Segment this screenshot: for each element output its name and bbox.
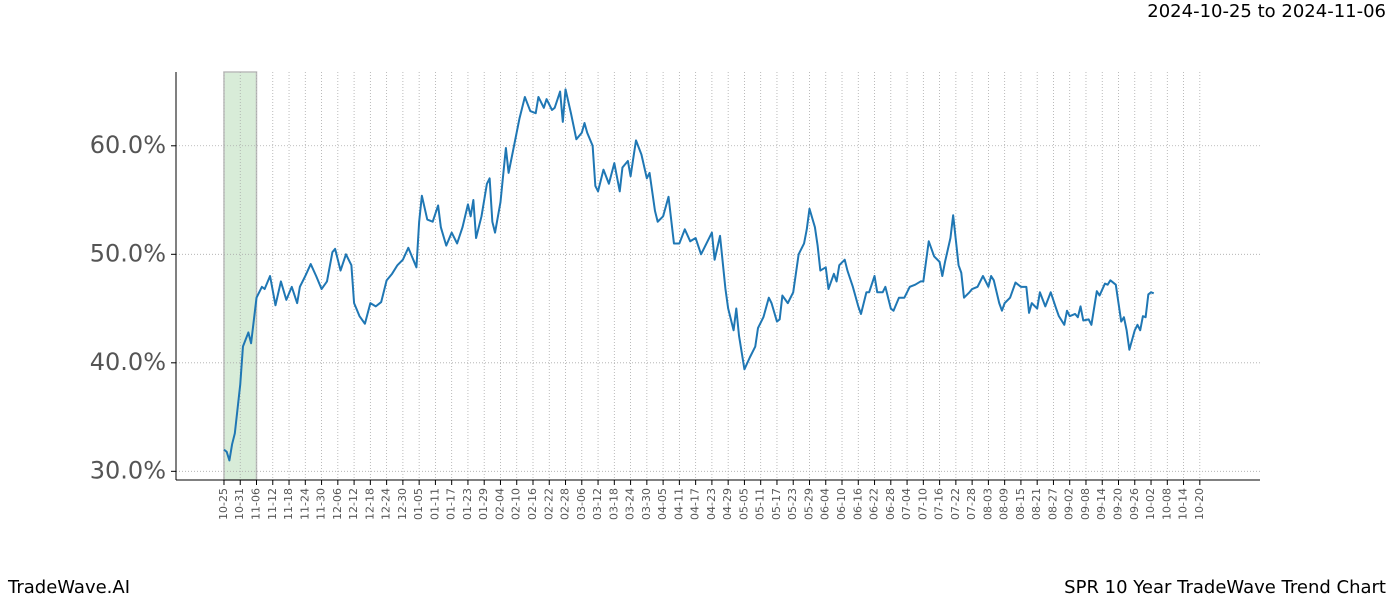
- x-tick-label: 11-24: [298, 488, 311, 520]
- x-tick-label: 10-08: [1160, 488, 1173, 520]
- x-tick-label: 09-20: [1112, 488, 1125, 520]
- x-tick-label: 05-05: [737, 488, 750, 520]
- x-tick-label: 03-24: [624, 488, 637, 520]
- x-tick-label: 06-10: [835, 488, 848, 520]
- x-tick-label: 03-06: [575, 488, 588, 520]
- x-tick-label: 02-22: [542, 488, 555, 520]
- y-tick-label: 40.0%: [90, 348, 166, 376]
- x-tick-label: 08-03: [981, 488, 994, 520]
- x-tick-label: 01-11: [428, 488, 441, 520]
- x-tick-label: 08-21: [1030, 488, 1043, 520]
- x-tick-label: 10-02: [1144, 488, 1157, 520]
- x-tick-label: 01-05: [412, 488, 425, 520]
- x-tick-label: 11-06: [250, 488, 263, 520]
- x-tick-label: 04-11: [672, 488, 685, 520]
- y-tick-label: 50.0%: [90, 239, 166, 267]
- x-tick-label: 03-30: [640, 488, 653, 520]
- trend-line: [223, 88, 1155, 462]
- x-tick-label: 11-30: [315, 488, 328, 520]
- x-tick-label: 11-12: [266, 488, 279, 520]
- x-tick-label: 05-23: [786, 488, 799, 520]
- x-tick-label: 06-28: [884, 488, 897, 520]
- x-tick-label: 08-27: [1046, 488, 1059, 520]
- x-tick-label: 04-23: [705, 488, 718, 520]
- x-tick-label: 10-25: [217, 488, 230, 520]
- x-tick-label: 12-30: [396, 488, 409, 520]
- x-tick-label: 09-14: [1095, 488, 1108, 520]
- x-tick-label: 02-10: [510, 488, 523, 520]
- x-tick-label: 04-05: [656, 488, 669, 520]
- x-tick-label: 10-31: [233, 488, 246, 520]
- x-tick-label: 09-02: [1063, 488, 1076, 520]
- y-tick-label: 60.0%: [90, 131, 166, 159]
- y-tick-label: 30.0%: [90, 456, 166, 484]
- chart-caption: SPR 10 Year TradeWave Trend Chart: [1064, 577, 1386, 598]
- x-tick-label: 06-04: [819, 488, 832, 520]
- chart-title: 2024-10-25 to 2024-11-06: [1147, 1, 1386, 22]
- x-tick-label: 02-28: [559, 488, 572, 520]
- x-tick-label: 06-16: [851, 488, 864, 520]
- x-tick-label: 12-12: [347, 488, 360, 520]
- x-tick-label: 04-17: [689, 488, 702, 520]
- x-tick-label: 09-26: [1128, 488, 1141, 520]
- x-tick-label: 06-22: [868, 488, 881, 520]
- x-tick-label: 03-12: [591, 488, 604, 520]
- x-tick-label: 07-16: [933, 488, 946, 520]
- x-tick-label: 11-18: [282, 488, 295, 520]
- x-tick-label: 04-29: [721, 488, 734, 520]
- x-tick-label: 07-22: [949, 488, 962, 520]
- x-tick-label: 05-17: [770, 488, 783, 520]
- x-tick-label: 02-04: [493, 488, 506, 520]
- x-tick-label: 05-29: [802, 488, 815, 520]
- brand: TradeWave.AI: [7, 577, 130, 598]
- x-tick-label: 09-08: [1079, 488, 1092, 520]
- x-tick-label: 03-18: [607, 488, 620, 520]
- x-tick-label: 02-16: [526, 488, 539, 520]
- x-tick-label: 08-09: [998, 488, 1011, 520]
- x-tick-label: 07-04: [900, 488, 913, 520]
- x-tick-label: 01-17: [445, 488, 458, 520]
- x-tick-label: 01-29: [477, 488, 490, 520]
- x-tick-label: 07-10: [916, 488, 929, 520]
- x-tick-label: 12-18: [363, 488, 376, 520]
- x-tick-label: 12-06: [331, 488, 344, 520]
- x-tick-label: 10-20: [1193, 488, 1206, 520]
- x-tick-label: 07-28: [965, 488, 978, 520]
- x-tick-label: 10-14: [1177, 488, 1190, 520]
- x-tick-label: 05-11: [754, 488, 767, 520]
- x-tick-label: 08-15: [1014, 488, 1027, 520]
- x-tick-label: 12-24: [380, 488, 393, 520]
- x-tick-label: 01-23: [461, 488, 474, 520]
